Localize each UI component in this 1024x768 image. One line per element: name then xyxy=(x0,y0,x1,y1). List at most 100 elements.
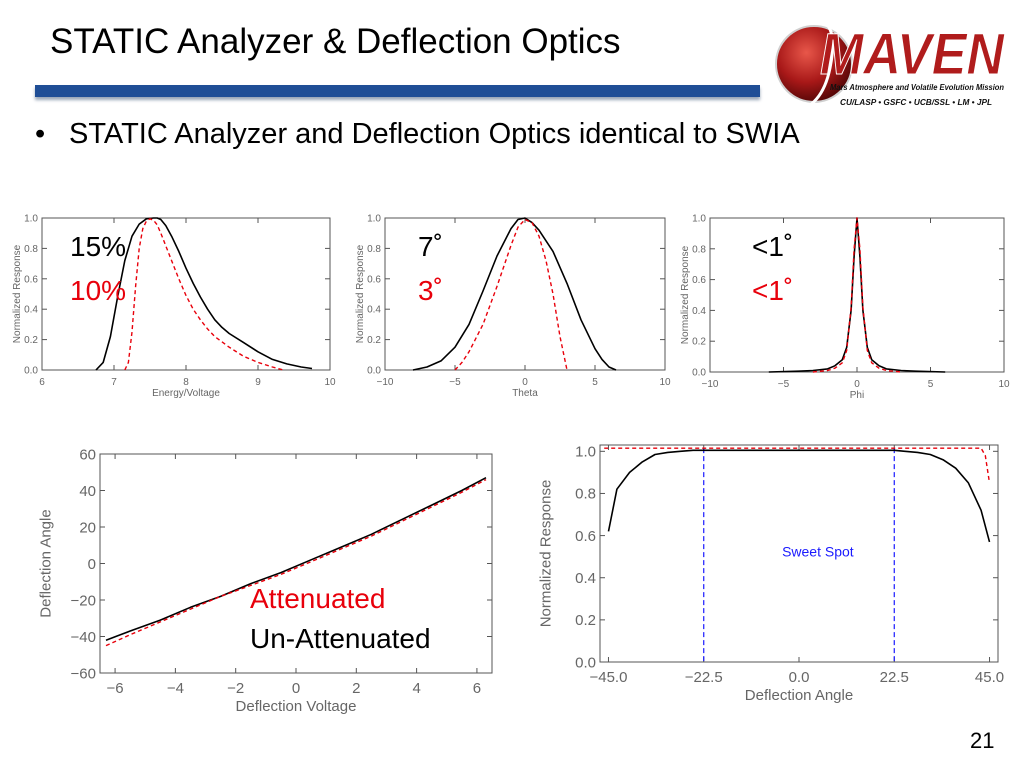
y-axis-label: Deflection Angle xyxy=(38,509,55,617)
x-tick-label: −2 xyxy=(227,680,244,697)
x-tick-label: 8 xyxy=(183,377,189,388)
attenuated-series-line xyxy=(105,478,487,647)
y-axis-label: Normalized Response xyxy=(12,244,23,343)
x-tick-label: −5 xyxy=(778,379,790,390)
x-tick-label: 0 xyxy=(854,379,860,390)
y-tick-label: 0 xyxy=(88,556,96,573)
x-tick-label: 5 xyxy=(928,379,934,390)
unattenuated-series-line xyxy=(607,449,991,543)
x-axis-label: Theta xyxy=(512,388,538,399)
y-tick-label: 0.8 xyxy=(367,244,381,255)
y-tick-label: 0.8 xyxy=(24,244,38,255)
y-tick-label: −20 xyxy=(71,592,96,609)
y-tick-label: 0.0 xyxy=(692,368,706,379)
legend-unattenuated: Un-Attenuated xyxy=(250,623,431,654)
phi-annotation-attenuated: <1˚ xyxy=(752,275,794,306)
logo-subtitle: Mars Atmosphere and Volatile Evolution M… xyxy=(830,82,1004,92)
x-tick-label: 9 xyxy=(255,377,261,388)
phi-response-chart: −10 −5 0 5 10 0.0 0.2 0.4 0.6 0.8 1.0 Phi Normalized… xyxy=(680,214,1010,402)
x-tick-label: 10 xyxy=(998,379,1010,390)
x-tick-label: 2 xyxy=(352,680,360,697)
attenuated-series-line xyxy=(454,218,568,371)
y-tick-label: 1.0 xyxy=(692,214,706,225)
y-tick-label: 0.0 xyxy=(24,366,38,377)
x-axis-label: Deflection Angle xyxy=(745,687,853,704)
bullet-marker: • xyxy=(35,118,46,150)
y-tick-label: 60 xyxy=(79,446,96,463)
unattenuated-series-line xyxy=(412,217,617,371)
y-tick-label: 40 xyxy=(79,483,96,500)
maven-logo: MAVEN Mars Atmosphere and Volatile Evolu… xyxy=(775,17,1005,114)
logo-partners: CU/LASP • GSFC • UCB/SSL • LM • JPL xyxy=(840,98,992,107)
y-tick-label: 0.2 xyxy=(692,337,706,348)
y-tick-label: 0.2 xyxy=(575,612,596,629)
y-tick-label: 0.6 xyxy=(24,274,38,285)
y-tick-label: 0.8 xyxy=(575,486,596,503)
phi-annotation-unattenuated: <1˚ xyxy=(752,231,794,262)
x-tick-label: −5 xyxy=(449,377,461,388)
x-tick-label: −4 xyxy=(167,680,184,697)
y-tick-label: 0.8 xyxy=(692,244,706,255)
legend-attenuated: Attenuated xyxy=(250,583,386,614)
attenuated-series-line xyxy=(124,218,284,371)
unattenuated-series-line xyxy=(768,217,946,373)
bullet-item: • STATIC Analyzer and Deflection Optics i… xyxy=(35,118,800,151)
y-tick-label: 0.2 xyxy=(24,335,38,346)
y-tick-label: −40 xyxy=(71,629,96,646)
y-tick-label: 0.4 xyxy=(24,305,38,316)
x-tick-label: 6 xyxy=(473,680,481,697)
y-tick-label: 0.4 xyxy=(575,570,596,587)
orbit-swoosh-icon xyxy=(791,17,835,114)
y-tick-label: 0.6 xyxy=(575,528,596,545)
y-tick-label: 0.4 xyxy=(367,305,381,316)
x-tick-label: 22.5 xyxy=(880,669,909,686)
y-tick-label: 0.4 xyxy=(692,306,706,317)
theta-response-chart: −10 −5 0 5 10 0.0 0.2 0.4 0.6 0.8 1.0 Theta Normaliz… xyxy=(355,214,671,400)
x-tick-label: −22.5 xyxy=(685,669,723,686)
y-tick-label: 0.2 xyxy=(367,335,381,346)
title-underline xyxy=(35,85,760,97)
energy-annotation-unattenuated: 15% xyxy=(70,231,127,262)
sweet-spot-label: Sweet Spot xyxy=(782,544,854,560)
energy-annotation-attenuated: 10% xyxy=(70,275,127,306)
x-tick-label: 0 xyxy=(292,680,300,697)
x-tick-label: −6 xyxy=(107,680,124,697)
theta-annotation-unattenuated: 7˚ xyxy=(418,231,443,262)
x-tick-label: 0.0 xyxy=(789,669,810,686)
x-tick-label: 0 xyxy=(522,377,528,388)
y-axis-label: Normalized Response xyxy=(680,245,691,344)
y-tick-label: −60 xyxy=(71,665,96,682)
logo-wordmark: MAVEN xyxy=(820,22,1005,87)
y-axis-label: Normalized Response xyxy=(538,480,555,628)
x-tick-label: 10 xyxy=(659,377,671,388)
y-tick-label: 20 xyxy=(79,519,96,536)
y-tick-label: 0.0 xyxy=(575,654,596,671)
y-tick-label: 1.0 xyxy=(575,444,596,461)
y-axis-label: Normalized Response xyxy=(355,244,366,343)
page-title: STATIC Analyzer & Deflection Optics xyxy=(50,22,621,61)
unattenuated-series-line xyxy=(105,476,487,641)
page-number: 21 xyxy=(970,728,995,753)
unattenuated-series-line xyxy=(95,217,313,371)
x-axis-label: Phi xyxy=(850,390,864,401)
deflection-response-chart: −45.0 −22.5 0.0 22.5 45.0 0.0 0.2 0.4 0.6 0.8 1.0 D… xyxy=(538,444,1005,704)
y-tick-label: 0.6 xyxy=(367,274,381,285)
x-axis-label: Energy/Voltage xyxy=(152,388,220,399)
x-axis-label: Deflection Voltage xyxy=(236,698,357,715)
x-tick-label: 5 xyxy=(592,377,598,388)
x-tick-label: −10 xyxy=(377,377,394,388)
y-tick-label: 1.0 xyxy=(24,214,38,225)
energy-response-chart: 6 7 8 9 10 0.0 0.2 0.4 0.6 0.8 1.0 Energy/Voltage No… xyxy=(12,214,336,400)
x-tick-label: 45.0 xyxy=(975,669,1004,686)
y-tick-label: 0.6 xyxy=(692,275,706,286)
attenuated-series-line xyxy=(604,447,991,484)
x-tick-label: 10 xyxy=(324,377,336,388)
bullet-text: STATIC Analyzer and Deflection Optics id… xyxy=(69,118,800,150)
theta-annotation-attenuated: 3˚ xyxy=(418,275,443,306)
y-tick-label: 0.0 xyxy=(367,366,381,377)
x-tick-label: 7 xyxy=(111,377,117,388)
y-tick-label: 1.0 xyxy=(367,214,381,225)
x-tick-label: −45.0 xyxy=(589,669,627,686)
x-tick-label: 4 xyxy=(412,680,420,697)
